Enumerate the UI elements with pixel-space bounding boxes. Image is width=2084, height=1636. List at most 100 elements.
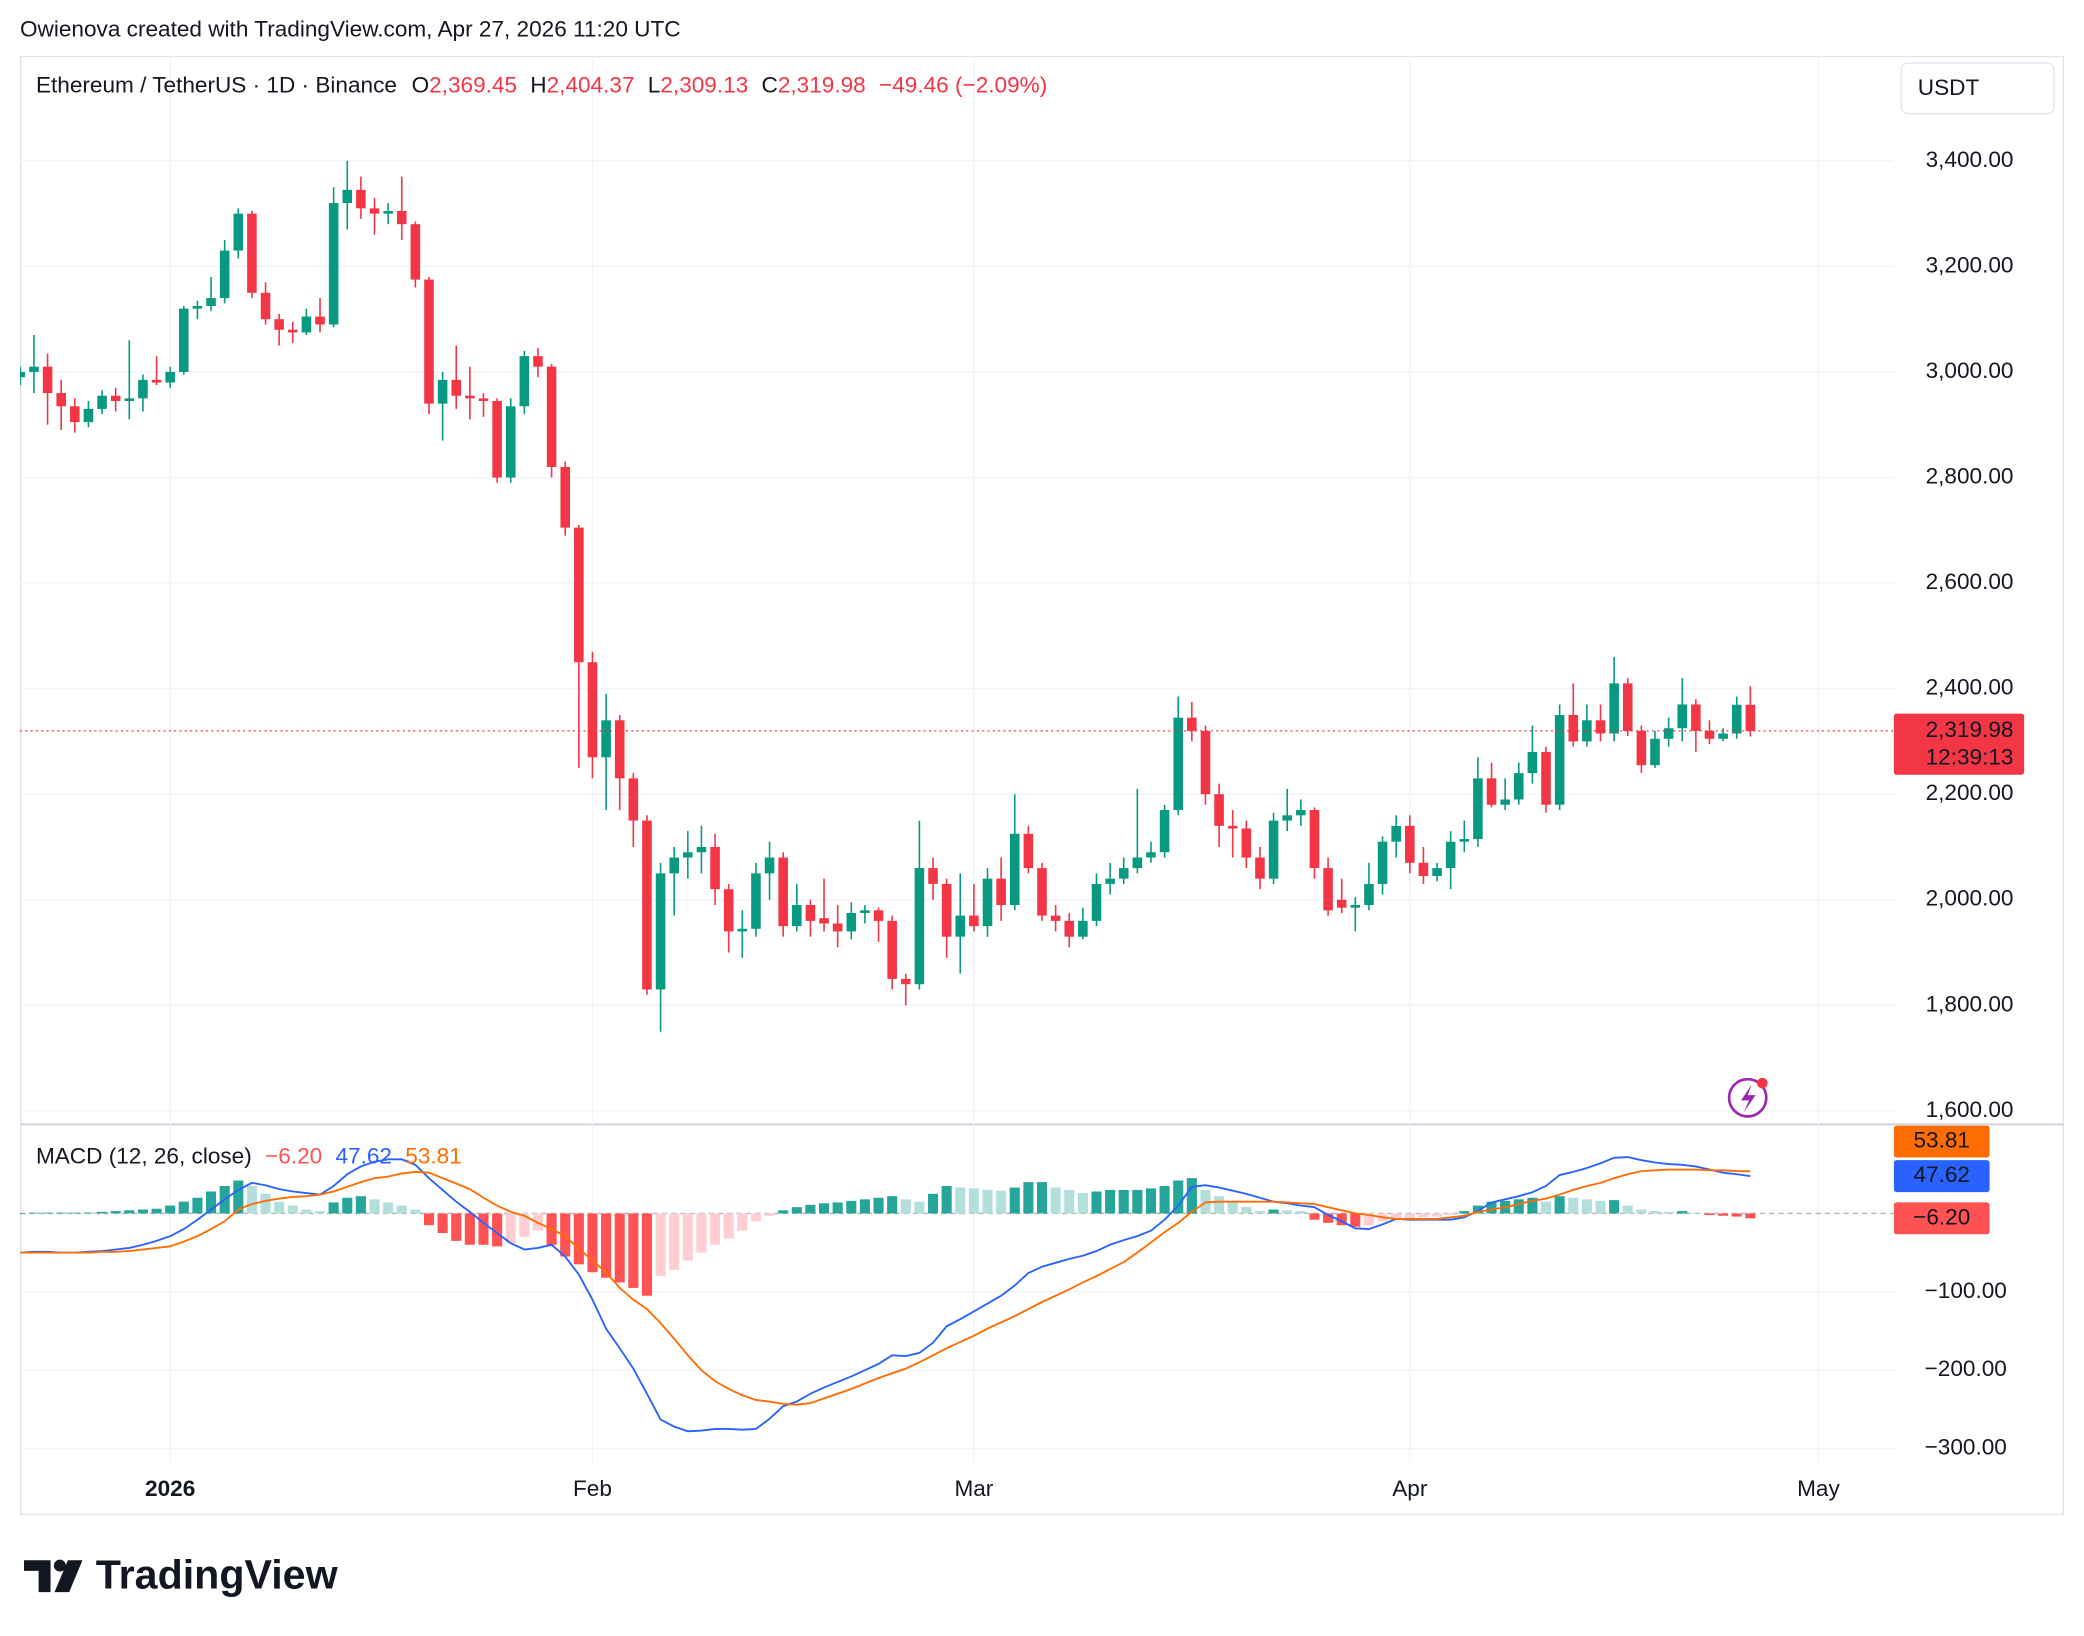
value-badge bbox=[1893, 1202, 1990, 1235]
histogram-bar bbox=[696, 1213, 707, 1253]
candle-body bbox=[601, 720, 611, 758]
candle-body bbox=[1146, 852, 1156, 858]
histogram-bar bbox=[69, 1212, 80, 1214]
candle-body bbox=[1432, 868, 1442, 877]
candle-body bbox=[492, 400, 502, 478]
value-badge-label: −6.20 bbox=[1913, 1204, 1970, 1229]
candle-body bbox=[1636, 730, 1647, 766]
histogram-bar bbox=[124, 1210, 135, 1214]
candle-body bbox=[19, 371, 26, 378]
candle-body bbox=[465, 395, 475, 399]
histogram-bar bbox=[42, 1212, 53, 1214]
histogram-bar bbox=[1472, 1205, 1483, 1214]
candle-body bbox=[274, 319, 284, 330]
branding: TradingView bbox=[96, 1551, 339, 1597]
candle-body bbox=[1187, 717, 1197, 731]
histogram-bar bbox=[1704, 1213, 1715, 1216]
candle-body bbox=[1718, 733, 1728, 739]
candle-body bbox=[424, 279, 434, 404]
histogram-bar bbox=[1622, 1205, 1633, 1214]
candle-body bbox=[887, 920, 897, 979]
change: −49.46 (−2.09%) bbox=[879, 72, 1047, 97]
candle-body bbox=[710, 846, 720, 890]
histogram-bar bbox=[873, 1197, 884, 1214]
macd-title: MACD (12, 26, close) bbox=[36, 1144, 252, 1169]
macd-legend: MACD (12, 26, close) −6.20 47.62 53.81 bbox=[36, 1144, 462, 1169]
candle-body bbox=[1568, 715, 1579, 742]
histogram-bar bbox=[778, 1210, 789, 1214]
histogram-bar bbox=[1445, 1213, 1456, 1216]
candle-body bbox=[369, 208, 380, 214]
y-tick-label: −100.00 bbox=[1925, 1278, 2007, 1303]
histogram-bar bbox=[1418, 1213, 1429, 1218]
ohlc-label: L bbox=[648, 72, 661, 97]
histogram-bar bbox=[314, 1211, 326, 1214]
value-badge-label: 53.81 bbox=[1913, 1128, 1970, 1153]
histogram-bar bbox=[996, 1190, 1007, 1214]
histogram-bar bbox=[451, 1213, 462, 1241]
candle-body bbox=[1323, 868, 1333, 911]
histogram-bar bbox=[1268, 1209, 1279, 1214]
macd-pane bbox=[19, 1156, 1894, 1433]
y-tick-label: 1,800.00 bbox=[1926, 991, 2014, 1016]
candle-body bbox=[1023, 833, 1034, 869]
histogram-bar bbox=[287, 1205, 298, 1214]
candle-body bbox=[696, 846, 707, 853]
candle-body bbox=[1554, 715, 1565, 805]
candle-body bbox=[533, 356, 543, 367]
candle-body bbox=[179, 308, 189, 372]
histogram-bar bbox=[1009, 1187, 1020, 1214]
histogram-bar bbox=[941, 1186, 952, 1214]
candle-body bbox=[1255, 857, 1265, 879]
histogram-bar bbox=[1282, 1210, 1293, 1214]
candle-body bbox=[1364, 883, 1374, 906]
candle-body bbox=[723, 889, 734, 932]
histogram-bar bbox=[1391, 1213, 1402, 1220]
histogram-bar bbox=[1731, 1213, 1742, 1217]
symbol-title: Ethereum / TetherUS · 1D · Binance bbox=[36, 72, 397, 97]
currency-box[interactable] bbox=[1900, 62, 2055, 115]
y-tick-label: 3,200.00 bbox=[1926, 252, 2014, 277]
candle-body bbox=[1582, 720, 1592, 742]
alert-dot[interactable] bbox=[1757, 1077, 1768, 1089]
alert-bolt[interactable] bbox=[1741, 1084, 1756, 1113]
alert-ring[interactable] bbox=[1727, 1077, 1768, 1118]
macd-line bbox=[20, 1168, 1751, 1406]
currency[interactable]: USDT bbox=[1918, 75, 1980, 100]
countdown: 12:39:13 bbox=[1926, 745, 2014, 770]
candle-body bbox=[1105, 878, 1115, 884]
histogram-bar bbox=[723, 1213, 734, 1239]
candle-body bbox=[1473, 778, 1483, 840]
candle-body bbox=[70, 406, 80, 423]
histogram-bar bbox=[968, 1188, 979, 1214]
histogram-bar bbox=[1254, 1211, 1266, 1214]
chart-frame bbox=[19, 55, 2065, 1516]
histogram-bar bbox=[110, 1211, 121, 1214]
y-tick-label: −300.00 bbox=[1925, 1435, 2007, 1460]
histogram-bar bbox=[818, 1203, 830, 1214]
histogram-bar bbox=[1649, 1211, 1661, 1214]
candle-body bbox=[110, 395, 121, 401]
histogram-bar bbox=[1581, 1199, 1592, 1214]
histogram-bar bbox=[369, 1199, 380, 1214]
value-badge bbox=[1893, 1125, 1990, 1158]
ohlc-label: C bbox=[762, 72, 778, 97]
histogram-bar bbox=[1105, 1189, 1116, 1214]
candle-body bbox=[819, 918, 829, 924]
candle-body bbox=[97, 395, 107, 409]
candle-body bbox=[1350, 905, 1361, 908]
candle-body bbox=[900, 978, 911, 985]
candle-body bbox=[437, 379, 448, 404]
logo-mark bbox=[54, 1560, 83, 1593]
candle-body bbox=[792, 905, 802, 927]
candle-body bbox=[969, 915, 979, 927]
candle-body bbox=[751, 873, 761, 929]
candle-body bbox=[655, 873, 666, 990]
candle-body bbox=[287, 329, 298, 333]
histogram-bar bbox=[1227, 1201, 1238, 1214]
alert-icon[interactable] bbox=[1727, 1077, 1768, 1118]
histogram-bar bbox=[1118, 1189, 1129, 1214]
histogram-bar bbox=[900, 1199, 911, 1214]
histogram-bar bbox=[832, 1202, 843, 1214]
macd-value: 47.62 bbox=[335, 1144, 392, 1169]
